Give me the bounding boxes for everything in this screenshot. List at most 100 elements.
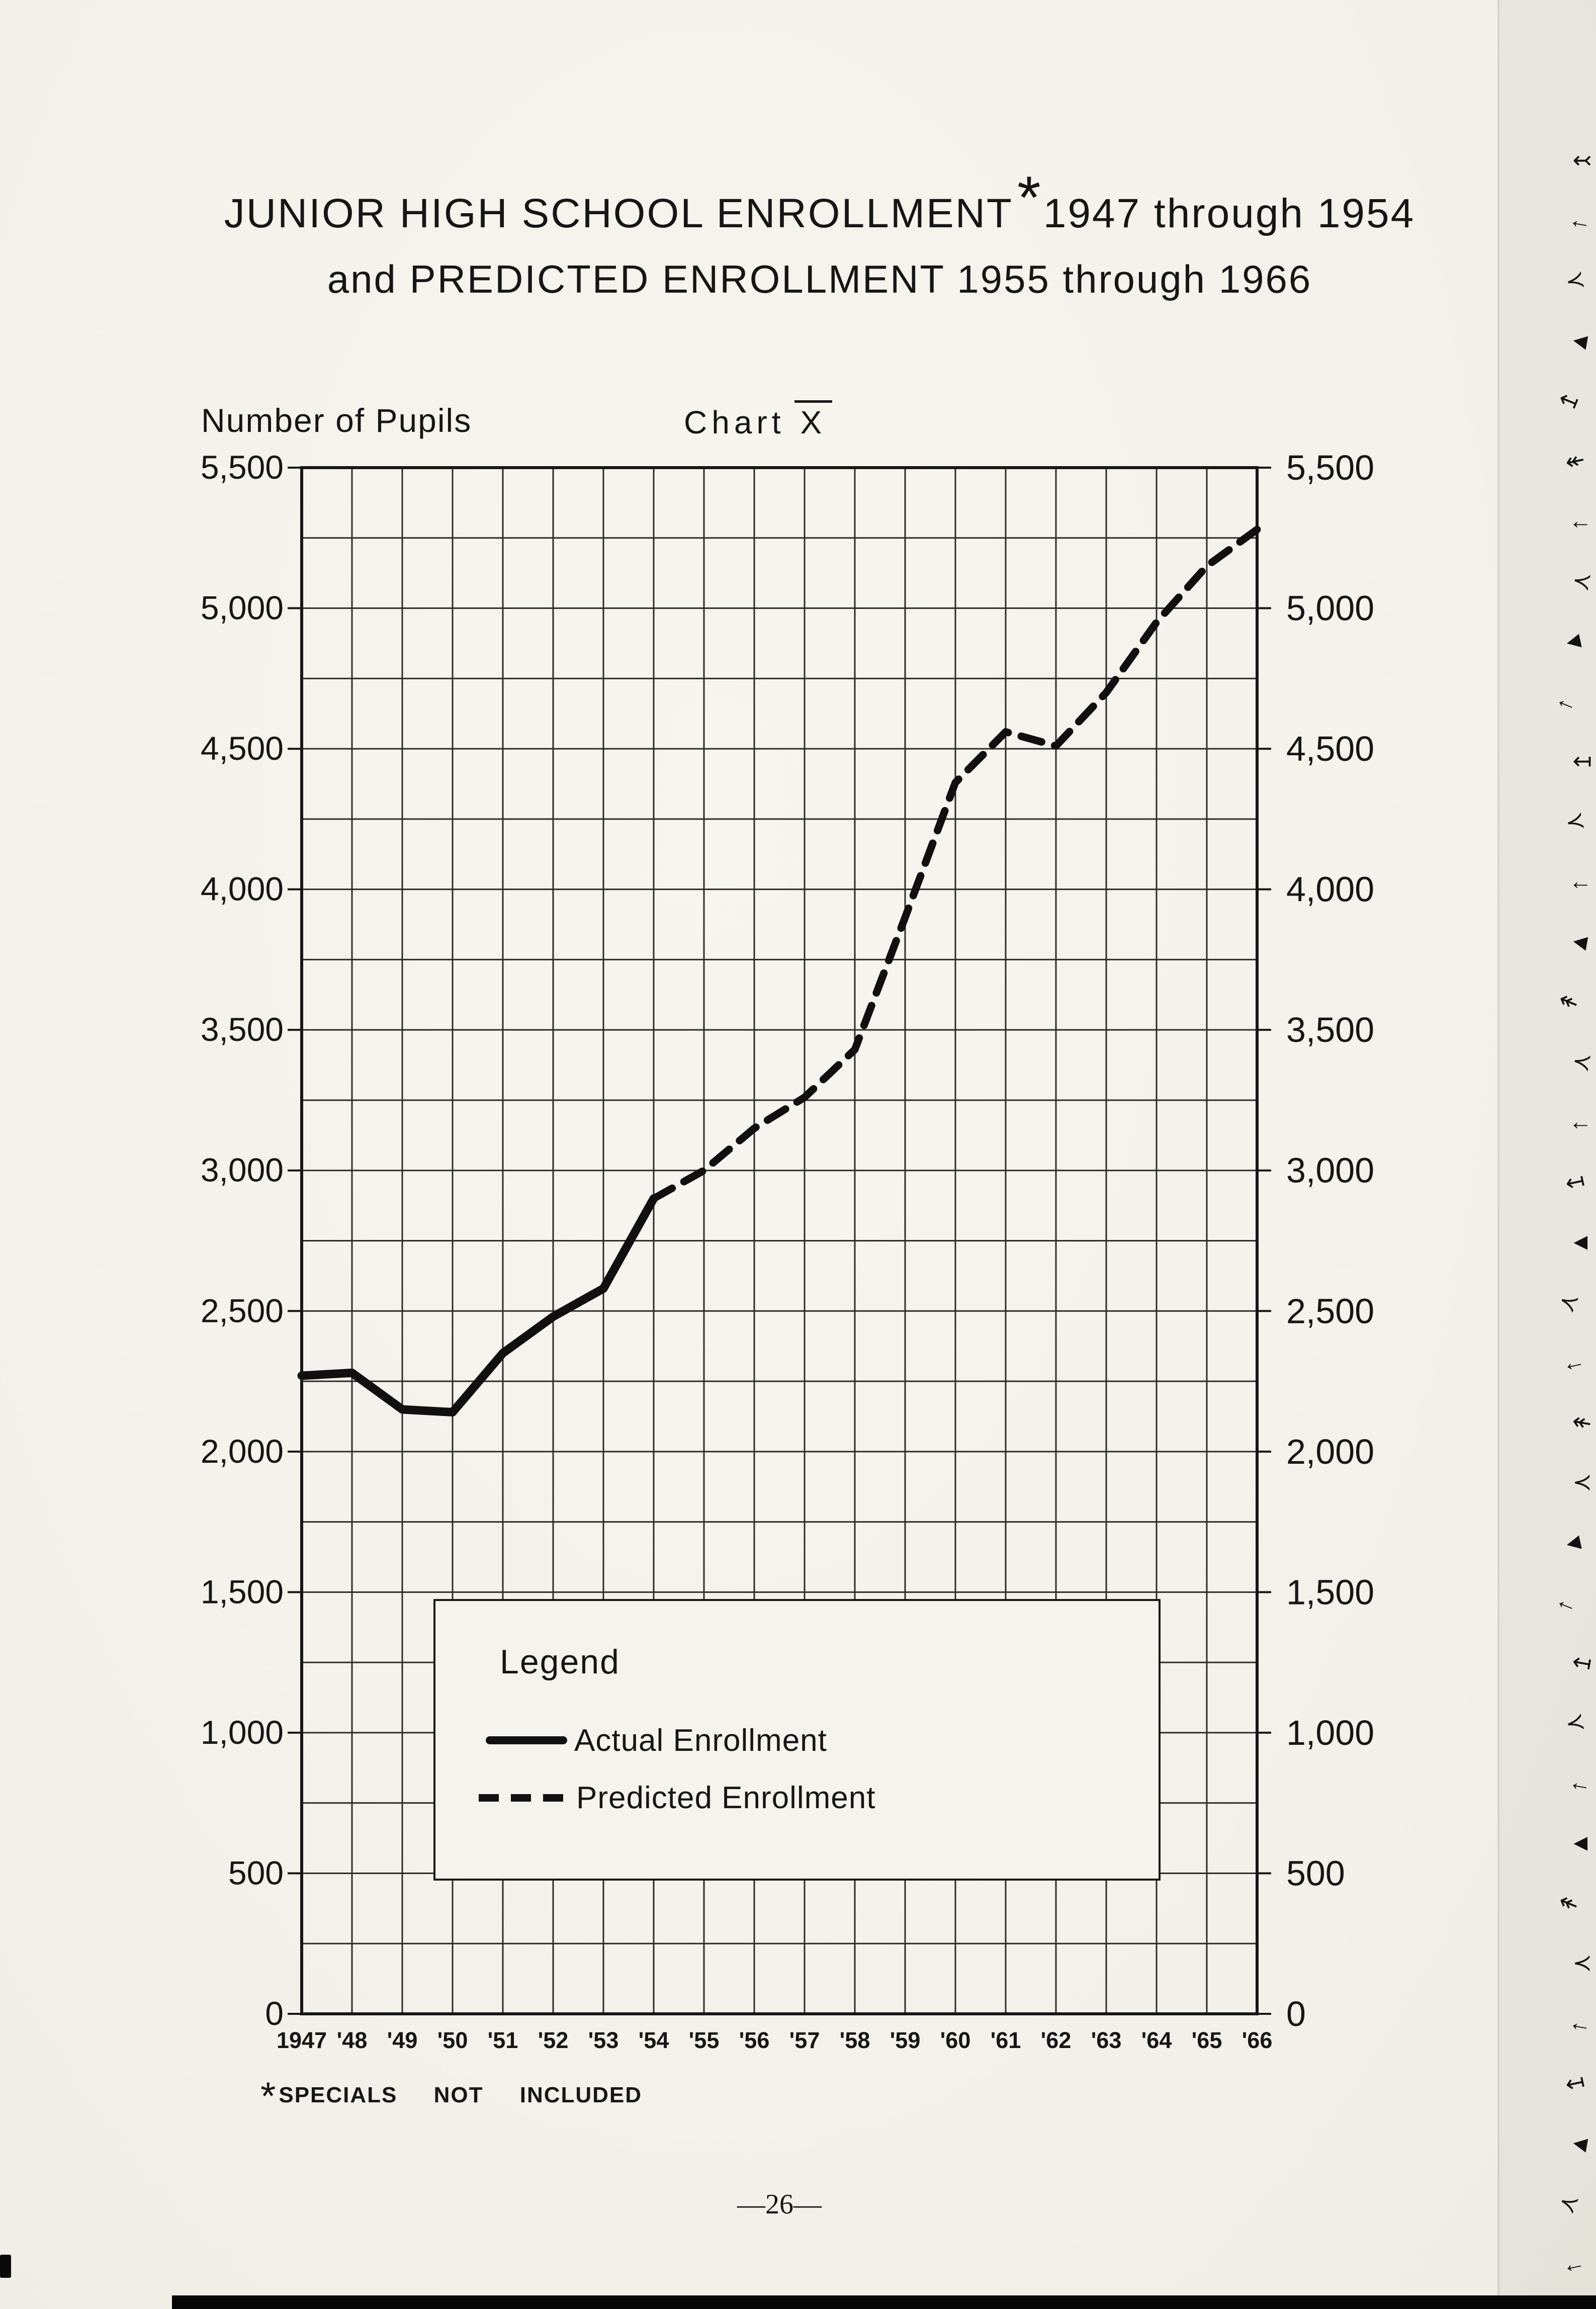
- svg-text:'49: '49: [387, 2027, 418, 2053]
- svg-text:3,000: 3,000: [201, 1151, 284, 1189]
- margin-mark: ←: [1559, 1346, 1587, 1377]
- title-line-2: and PREDICTED ENROLLMENT 1955 through 19…: [327, 257, 1312, 301]
- legend-item-predicted: Predicted Enrollment: [435, 1779, 876, 1816]
- axis-ticks: [288, 467, 1271, 2015]
- margin-mark: ↤: [1572, 748, 1592, 774]
- footnote-text: SPECIALS NOT INCLUDED: [279, 2083, 643, 2107]
- margin-mark: ≺: [1555, 1286, 1583, 1317]
- margin-mark: ◄: [1569, 1829, 1592, 1855]
- margin-mark: ↤: [1563, 1167, 1587, 1196]
- margin-mark: ↤: [1570, 1647, 1594, 1677]
- margin-mark: ≺: [1572, 1469, 1592, 1495]
- legend-item-actual: Actual Enrollment: [435, 1722, 827, 1759]
- y-axis-labels-left: 5,500 5,000 4,500 4,000 3,500 3,000 2,500 2,000…: [201, 449, 284, 2032]
- chart-caption-word: Chart: [684, 404, 785, 440]
- title-line-1: JUNIOR HIGH SCHOOL ENROLLMENT*1947 throu…: [224, 164, 1415, 236]
- svg-text:2,000: 2,000: [201, 1433, 284, 1470]
- svg-text:1,000: 1,000: [201, 1714, 284, 1751]
- svg-text:'66: '66: [1242, 2027, 1273, 2053]
- svg-text:'55: '55: [689, 2027, 720, 2053]
- svg-text:5,000: 5,000: [201, 589, 284, 627]
- svg-text:4,500: 4,500: [201, 730, 284, 767]
- chart-caption: Chart X: [684, 400, 833, 441]
- svg-text:5,000: 5,000: [1286, 589, 1374, 628]
- y-axis-title: Number of Pupils: [201, 402, 472, 439]
- plot-border: [300, 466, 1259, 2015]
- svg-text:1,500: 1,500: [201, 1573, 284, 1610]
- chart-roman-numeral: X: [794, 400, 833, 441]
- svg-text:'63: '63: [1091, 2027, 1122, 2053]
- svg-text:1,000: 1,000: [1286, 1713, 1374, 1752]
- svg-text:3,500: 3,500: [201, 1011, 284, 1048]
- svg-text:'64: '64: [1141, 2027, 1172, 2053]
- margin-mark: ←: [1569, 868, 1592, 894]
- margin-mark: ◄: [1567, 2127, 1594, 2158]
- predicted-enrollment-line: [650, 525, 1261, 1203]
- svg-text:2,500: 2,500: [201, 1292, 284, 1329]
- margin-mark: ≺: [1563, 1707, 1587, 1737]
- binding-margin-marks: ↢ ← ≺ ◄ ↤ ↞ ← ≺ ◄ ← ↤ ≺ ← ◄ ↞ ≺ ← ↤ ◄ ≺ ← ↞ ≺ ◄ ← ↤ ≺ ← ◄ ↞ ≺ ← ↤ ◄ ≺ ←: [1551, 147, 1594, 2278]
- svg-text:'62: '62: [1041, 2027, 1072, 2053]
- title-text: JUNIOR HIGH SCHOOL ENROLLMENT: [224, 191, 1014, 236]
- svg-text:5,500: 5,500: [201, 449, 284, 486]
- legend-title: Legend: [500, 1643, 620, 1681]
- svg-text:4,000: 4,000: [201, 870, 284, 908]
- svg-text:'48: '48: [337, 2027, 368, 2053]
- margin-mark: ←: [1551, 1585, 1583, 1619]
- dashed-line-sample: [479, 1794, 569, 1802]
- svg-text:5,500: 5,500: [1286, 448, 1374, 487]
- footnote-asterisk: *: [260, 2074, 277, 2118]
- svg-text:'58: '58: [840, 2027, 870, 2053]
- margin-mark: ←: [1569, 507, 1592, 534]
- y-axis-labels-right: 5,500 5,000 4,500 4,000 3,500 3,000 2,500 2,000…: [1286, 448, 1374, 2033]
- document-title: JUNIOR HIGH SCHOOL ENROLLMENT*1947 throu…: [45, 164, 1594, 302]
- margin-mark: ↞: [1555, 1887, 1583, 1918]
- svg-text:'53: '53: [588, 2027, 619, 2053]
- margin-mark: ≺: [1563, 806, 1587, 836]
- page-edge-shade: [1498, 0, 1596, 2309]
- svg-text:'60: '60: [940, 2027, 971, 2053]
- page-number: —26—: [737, 2189, 822, 2220]
- svg-text:'50: '50: [437, 2027, 468, 2053]
- svg-text:2,000: 2,000: [1286, 1432, 1374, 1471]
- svg-text:3,500: 3,500: [1286, 1010, 1374, 1049]
- solid-line-sample: [486, 1736, 567, 1744]
- svg-text:0: 0: [1286, 1994, 1306, 2033]
- margin-mark: ◄: [1569, 1228, 1592, 1255]
- svg-text:1947: 1947: [277, 2027, 327, 2053]
- margin-mark: ↞: [1563, 446, 1587, 475]
- svg-text:4,000: 4,000: [1286, 870, 1374, 909]
- legend-item-label: Predicted Enrollment: [576, 1780, 876, 1815]
- svg-text:500: 500: [1286, 1853, 1345, 1893]
- svg-text:'52: '52: [538, 2027, 569, 2053]
- scan-bottom-bar: [172, 2295, 1596, 2309]
- svg-text:0: 0: [265, 1995, 284, 2032]
- footnote: *SPECIALS NOT INCLUDED: [260, 2076, 643, 2115]
- svg-text:3,000: 3,000: [1286, 1151, 1374, 1190]
- svg-text:'56: '56: [739, 2027, 770, 2053]
- title-years: 1947 through 1954: [1043, 191, 1415, 236]
- margin-mark: ◄: [1559, 1527, 1587, 1557]
- margin-mark: ↢: [1572, 147, 1592, 173]
- legend-box: Legend Actual Enrollment Predicted Enrol…: [433, 1599, 1161, 1881]
- margin-mark: ←: [1559, 2248, 1587, 2278]
- margin-mark: ◄: [1567, 325, 1594, 356]
- margin-mark: ←: [1551, 684, 1583, 718]
- svg-text:'54: '54: [639, 2027, 669, 2053]
- margin-mark: ≺: [1563, 265, 1587, 295]
- margin-mark: ≺: [1570, 1046, 1594, 1076]
- margin-mark: ↤: [1563, 2068, 1587, 2098]
- page-edge-line: [1497, 0, 1499, 2309]
- margin-mark: ≺: [1570, 566, 1594, 595]
- svg-text:2,500: 2,500: [1286, 1291, 1374, 1330]
- margin-mark: ≺: [1555, 2187, 1583, 2219]
- margin-mark: ↞: [1570, 1407, 1594, 1437]
- svg-text:'59: '59: [890, 2027, 921, 2053]
- svg-text:'51: '51: [488, 2027, 518, 2053]
- x-axis-labels: 1947 '48 '49 '50 '51 '52 '53 '54 '55 '56 '57 '58 '59…: [277, 2027, 1272, 2053]
- actual-enrollment-line: [297, 1194, 658, 1417]
- svg-text:500: 500: [228, 1854, 284, 1891]
- margin-mark: ◄: [1559, 625, 1587, 656]
